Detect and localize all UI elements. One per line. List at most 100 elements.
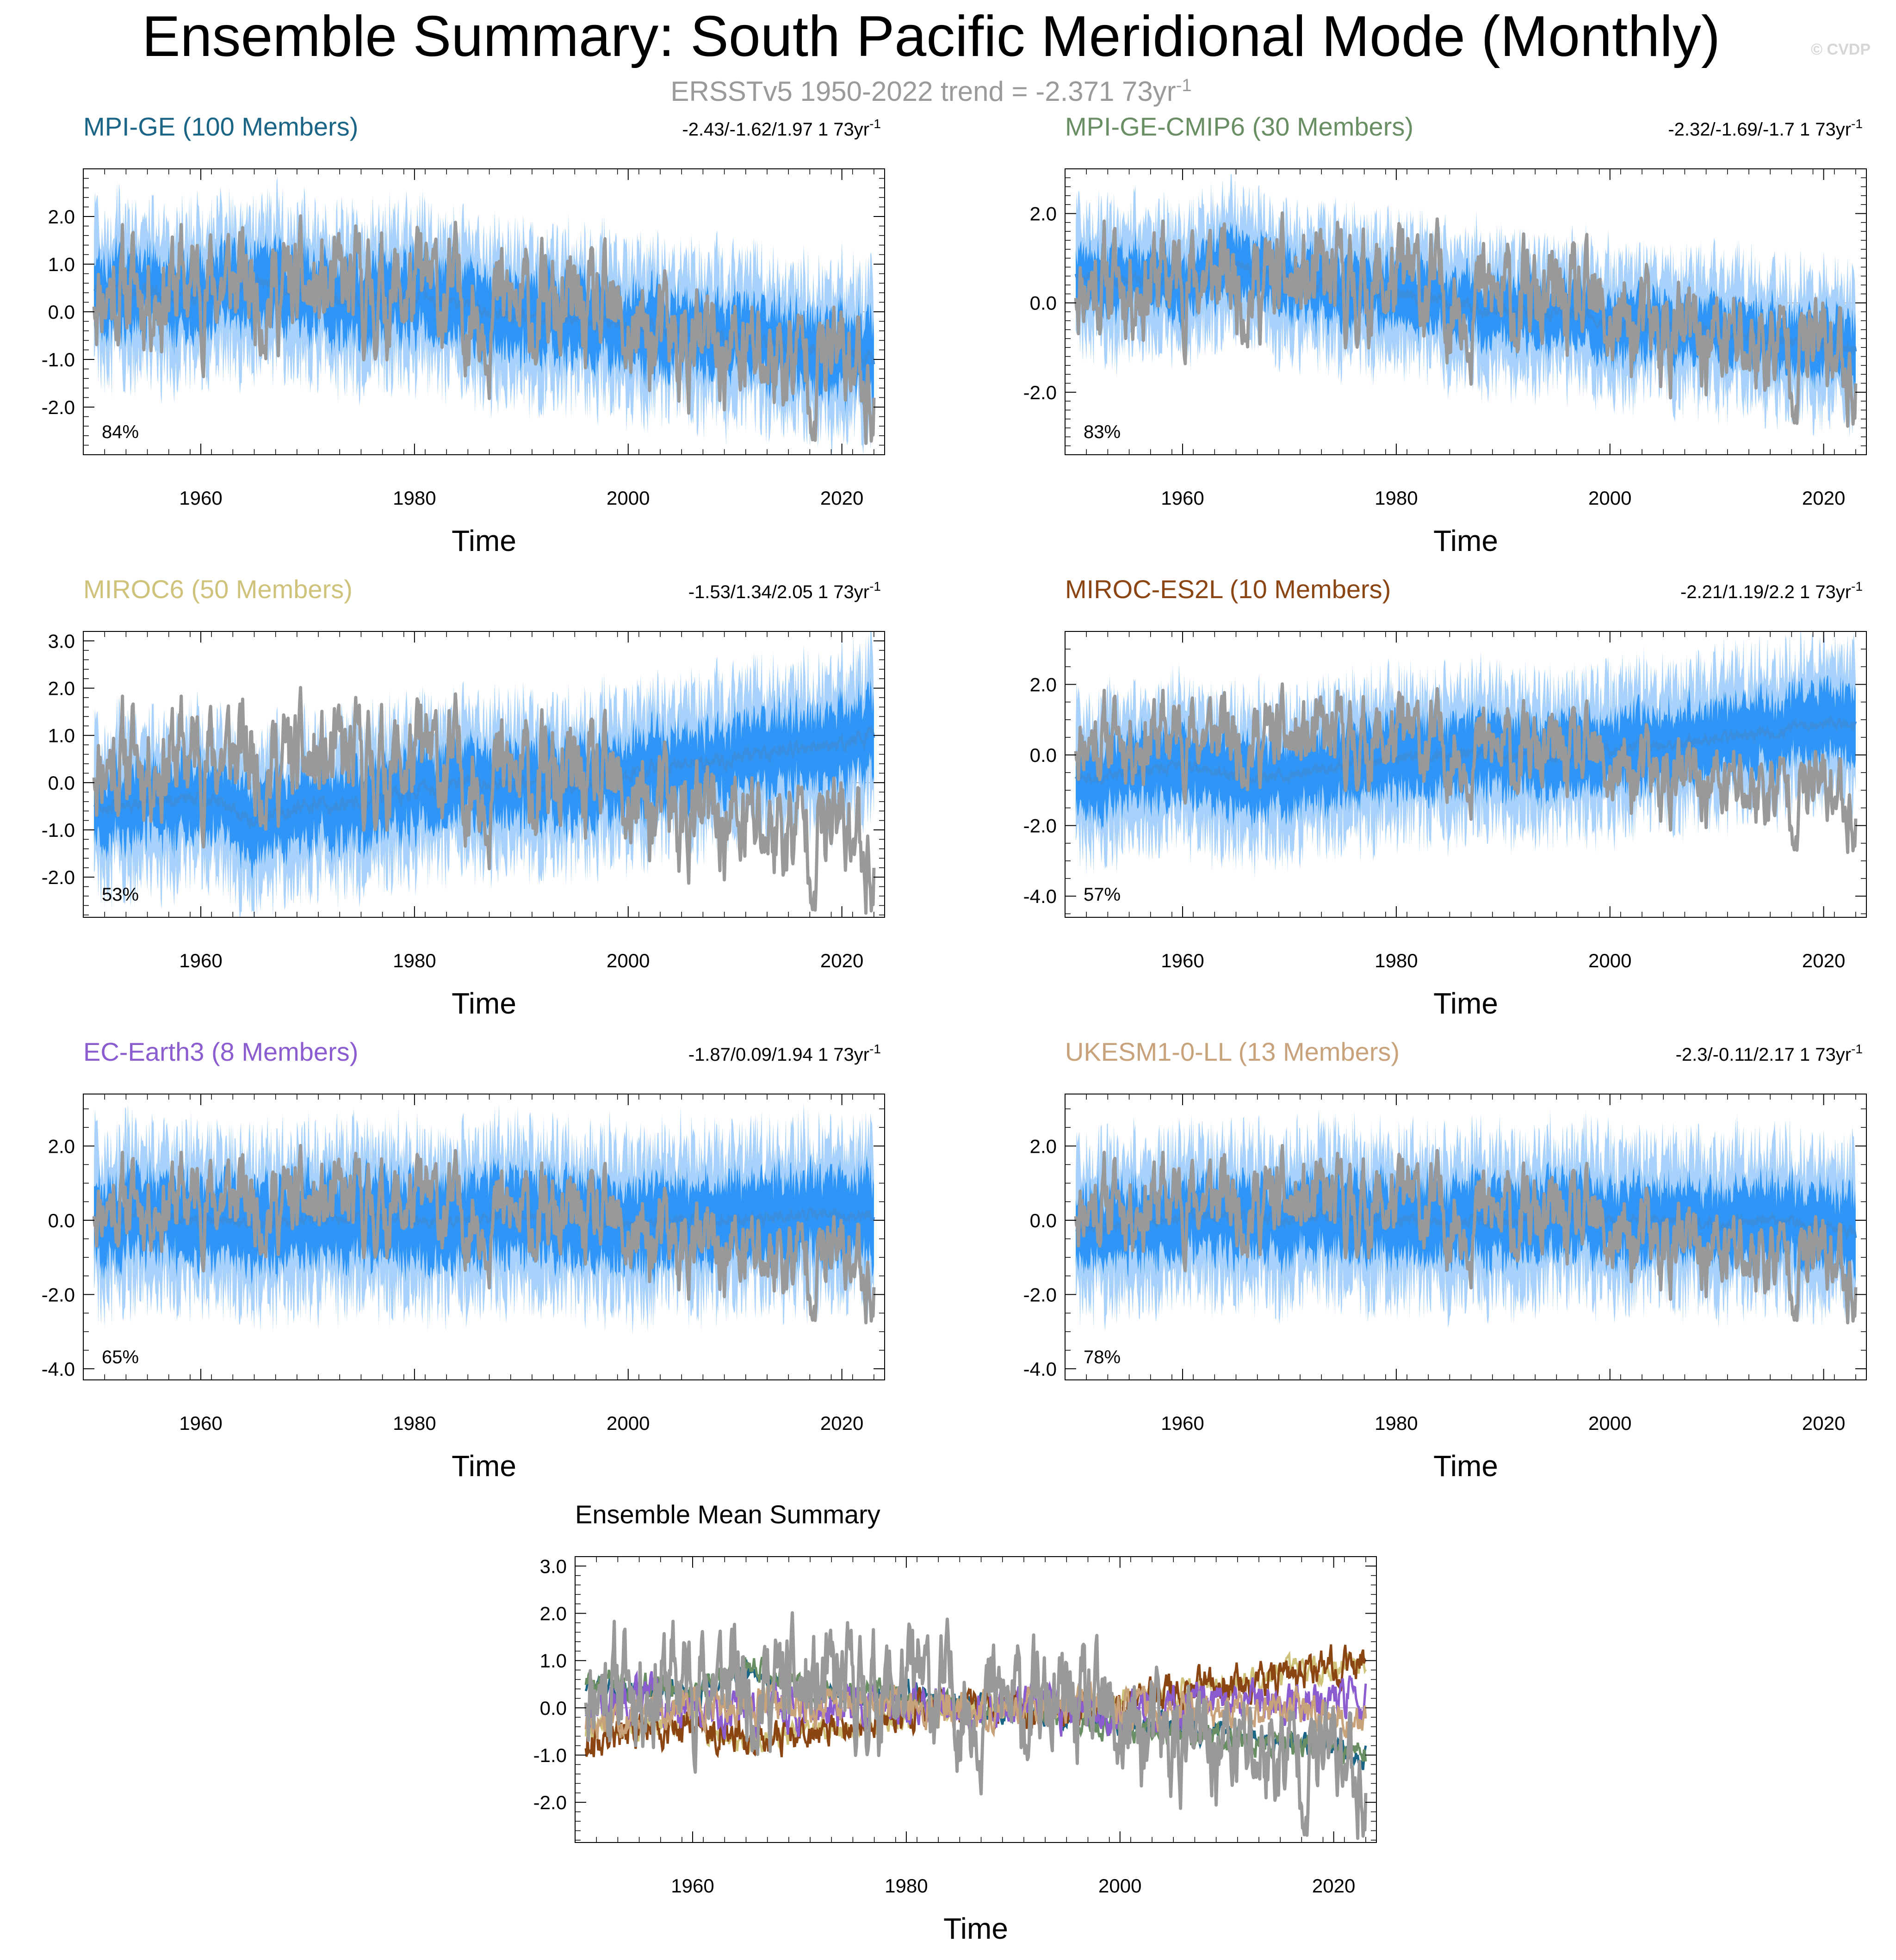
series-line-miroc-es2l	[584, 1644, 1367, 1758]
y-tick-label: -2.0	[42, 866, 75, 888]
x-axis-title: Time	[1433, 987, 1498, 1020]
y-tick-label: 0.0	[48, 1210, 75, 1231]
y-tick-label: 2.0	[540, 1603, 567, 1625]
panel-title: MIROC6 (50 Members)	[83, 575, 353, 604]
x-tick-label: 1980	[885, 1875, 928, 1897]
subtitle-superscript: -1	[1176, 76, 1192, 95]
panel-title: EC-Earth3 (8 Members)	[83, 1037, 358, 1066]
trend-stat-label: -2.3/-0.11/2.17 1 73yr-1	[1676, 1042, 1863, 1065]
trend-stat-label: -1.53/1.34/2.05 1 73yr-1	[688, 579, 881, 602]
observations-line	[92, 1144, 876, 1325]
y-tick-label: 2.0	[48, 678, 75, 699]
plot-area	[83, 177, 885, 455]
percent-label: 83%	[1084, 422, 1121, 442]
x-tick-label: 2000	[607, 1412, 650, 1434]
plot-frame	[1065, 631, 1867, 918]
percent-label: 65%	[102, 1347, 139, 1367]
trend-stat-text: -2.3/-0.11/2.17 1 73yr	[1676, 1045, 1852, 1065]
x-tick-label: 1980	[393, 1412, 436, 1434]
percent-label: 84%	[102, 422, 139, 442]
x-tick-label: 1980	[393, 950, 436, 971]
ensemble-mean-line	[1075, 1206, 1857, 1240]
panel-miroc6: 3.0 2.0 1.0 0.0 -1.0 -2.0 1960 1980 2000 2020 Time…	[42, 575, 885, 1020]
y-tick-label: 0.0	[540, 1697, 567, 1719]
x-tick-label: 1960	[1161, 950, 1204, 971]
x-axis-title: Time	[943, 1912, 1008, 1945]
trend-stat-text: -2.21/1.19/2.2 1 73yr	[1680, 582, 1851, 602]
x-tick-label: 1960	[671, 1875, 714, 1897]
x-tick-label: 1980	[1375, 487, 1418, 509]
y-tick-label: -4.0	[1023, 1358, 1057, 1380]
trend-stat-superscript: -1	[1851, 1042, 1863, 1056]
x-tick-label: 2020	[1802, 487, 1845, 509]
trend-stat-superscript: -1	[1851, 579, 1863, 594]
y-tick-label: -4.0	[1023, 885, 1057, 907]
ensemble-mean-line	[1074, 715, 1857, 785]
observations-trend-subtitle: ERSSTv5 1950-2022 trend = -2.371 73yr-1	[0, 75, 1862, 107]
observations-line	[1074, 682, 1858, 854]
y-tick-label: 0.0	[1030, 292, 1057, 314]
panel-title: MPI-GE-CMIP6 (30 Members)	[1065, 112, 1413, 141]
x-tick-label: 1960	[1161, 487, 1204, 509]
x-tick-label: 2000	[1588, 950, 1631, 971]
y-tick-label: 3.0	[48, 630, 75, 652]
panel-title: UKESM1-0-LL (13 Members)	[1065, 1037, 1400, 1066]
plot-area	[83, 631, 885, 917]
x-tick-label: 2020	[820, 950, 863, 971]
observations-line	[584, 1611, 1368, 1840]
x-tick-label: 2000	[1588, 1412, 1631, 1434]
y-tick-label: -1.0	[533, 1744, 567, 1766]
x-axis-title: Time	[1433, 1449, 1498, 1483]
trend-stat-text: -1.53/1.34/2.05 1 73yr	[688, 582, 869, 602]
panel-mpi-ge: 2.0 1.0 0.0 -1.0 -2.0 1960 1980 2000 2020 Time MPI…	[42, 112, 885, 557]
y-tick-label: 2.0	[48, 1135, 75, 1157]
y-tick-label: -2.0	[42, 1284, 75, 1305]
x-tick-label: 1980	[393, 487, 436, 509]
y-tick-label: 2.0	[1030, 203, 1057, 225]
ensemble-mean-line	[93, 724, 875, 830]
y-tick-label: -4.0	[42, 1358, 75, 1380]
x-axis-title: Time	[452, 1449, 516, 1483]
trend-stat-superscript: -1	[1851, 117, 1863, 131]
x-tick-label: 1960	[179, 1412, 222, 1434]
ensemble-inner-spread	[94, 678, 874, 879]
x-tick-label: 1960	[179, 950, 222, 971]
x-axis-title: Time	[452, 987, 516, 1020]
x-tick-label: 1960	[179, 487, 222, 509]
observations-line	[92, 214, 876, 445]
x-tick-label: 1980	[1375, 950, 1418, 971]
plot-frame	[1065, 1094, 1867, 1380]
panel-title: MPI-GE (100 Members)	[83, 112, 358, 141]
panel-mpi-ge-cmip6: 2.0 0.0 -2.0 1960 1980 2000 2020 Time MPI-GE-CMI…	[1023, 112, 1867, 557]
x-tick-label: 2020	[820, 1412, 863, 1434]
x-tick-label: 2000	[607, 950, 650, 971]
y-tick-label: 0.0	[1030, 744, 1057, 766]
observations-line	[1074, 211, 1858, 428]
y-tick-label: 2.0	[48, 206, 75, 228]
x-tick-label: 2020	[1312, 1875, 1355, 1897]
plot-area	[1065, 173, 1866, 439]
y-tick-label: 0.0	[48, 301, 75, 323]
y-tick-label: -2.0	[1023, 815, 1057, 837]
x-tick-label: 2020	[1802, 950, 1845, 971]
page-title: Ensemble Summary: South Pacific Meridion…	[142, 5, 1721, 68]
y-tick-label: 0.0	[1030, 1210, 1057, 1231]
subtitle-text: ERSSTv5 1950-2022 trend = -2.371 73yr	[670, 76, 1176, 107]
copyright-label: © CVDP	[1811, 41, 1871, 58]
y-tick-label: -2.0	[533, 1792, 567, 1813]
y-tick-label: 1.0	[48, 254, 75, 275]
y-tick-label: 0.0	[48, 772, 75, 794]
plot-frame	[83, 631, 885, 918]
x-axis-title: Time	[1433, 524, 1498, 557]
plot-area	[575, 1611, 1376, 1840]
trend-stat-superscript: -1	[869, 117, 881, 131]
plot-area	[1065, 631, 1866, 879]
x-tick-label: 1980	[1375, 1412, 1418, 1434]
ensemble-mean-line	[93, 1206, 875, 1232]
y-tick-label: 2.0	[1030, 1135, 1057, 1157]
panel-ec-earth3: 2.0 0.0 -2.0 -4.0 1960 1980 2000 2020 Time EC-Ear…	[42, 1037, 885, 1483]
x-tick-label: 2000	[607, 487, 650, 509]
panel-summary: 3.0 2.0 1.0 0.0 -1.0 -2.0 1960 1980 2000 2020 Time…	[533, 1500, 1377, 1945]
percent-label: 78%	[1084, 1347, 1121, 1367]
